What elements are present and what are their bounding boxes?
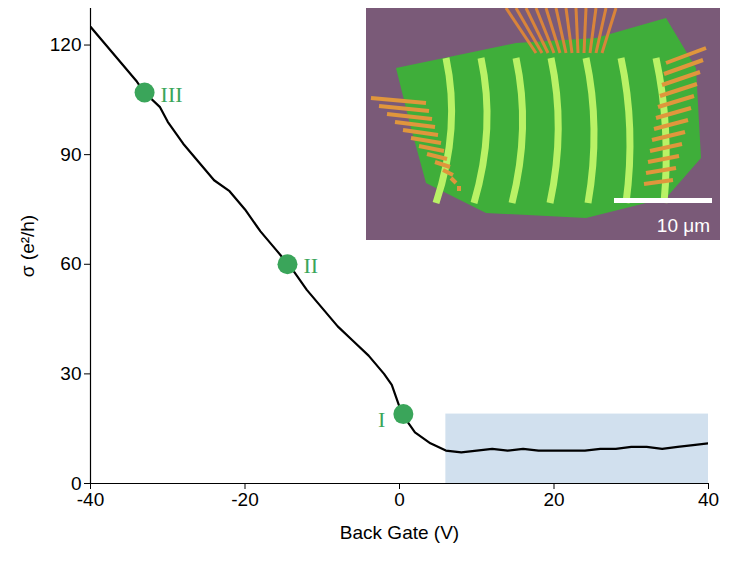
svg-text:I: I [378, 407, 385, 432]
svg-text:40: 40 [698, 489, 719, 510]
svg-text:II: II [303, 253, 318, 278]
svg-text:60: 60 [60, 253, 81, 274]
svg-text:-40: -40 [77, 489, 104, 510]
svg-text:III: III [161, 82, 183, 107]
svg-text:30: 30 [60, 363, 81, 384]
svg-text:σ (e²/h): σ (e²/h) [17, 215, 38, 277]
svg-text:0: 0 [394, 489, 405, 510]
svg-text:90: 90 [60, 144, 81, 165]
svg-text:10 μm: 10 μm [657, 215, 710, 236]
svg-text:Back Gate (V): Back Gate (V) [340, 522, 459, 543]
svg-text:-20: -20 [231, 489, 258, 510]
svg-text:0: 0 [70, 472, 82, 494]
svg-text:120: 120 [50, 34, 82, 55]
svg-text:20: 20 [543, 489, 564, 510]
